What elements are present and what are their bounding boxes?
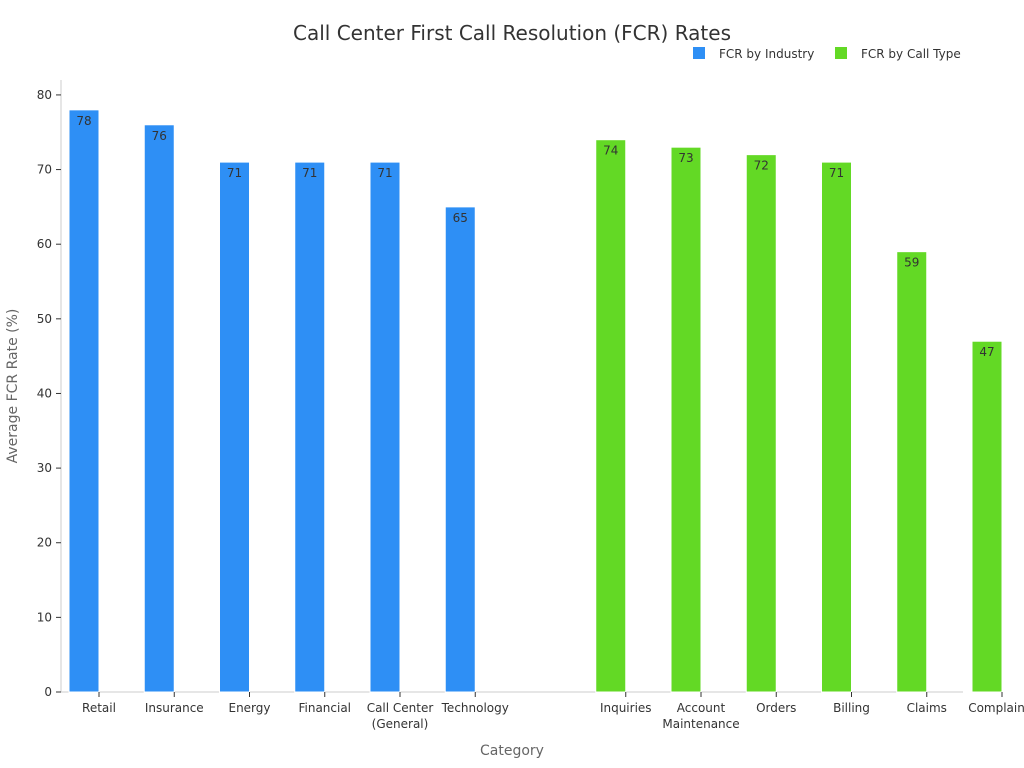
x-tick-label: Orders (756, 701, 796, 715)
chart-title: Call Center First Call Resolution (FCR) … (293, 21, 731, 45)
x-tick-label: (General) (372, 717, 429, 731)
bar (971, 340, 1003, 693)
bar-value-label: 72 (754, 159, 769, 173)
y-ticks: 0 10 20 30 40 50 60 70 80 (37, 88, 61, 699)
x-tick-label: Technology (441, 701, 509, 715)
bar-value-label: 71 (377, 166, 392, 180)
bar (369, 161, 401, 693)
y-tick-label: 0 (44, 685, 52, 699)
y-tick-label: 30 (37, 461, 52, 475)
bar (219, 161, 250, 693)
y-tick-label: 50 (37, 312, 52, 326)
bar-value-label: 59 (904, 256, 919, 270)
bar (294, 161, 326, 693)
bar (68, 109, 100, 693)
legend-label-call-type: FCR by Call Type (861, 47, 961, 61)
x-tick-label: Account (677, 701, 726, 715)
legend-swatch-call-type (835, 47, 847, 59)
y-tick-label: 80 (37, 88, 52, 102)
bar (143, 124, 175, 693)
bar-value-label: 71 (302, 166, 317, 180)
x-tick-label: Retail (82, 701, 116, 715)
legend: FCR by Industry FCR by Call Type (693, 47, 961, 61)
x-tick-label: Financial (298, 701, 351, 715)
bar-value-label: 74 (603, 144, 618, 158)
x-tick-label: Billing (833, 701, 870, 715)
y-tick-label: 60 (37, 237, 52, 251)
bar (670, 146, 702, 693)
x-tick-label: Call Center (367, 701, 434, 715)
legend-label-industry: FCR by Industry (719, 47, 814, 61)
bar-value-label: 73 (678, 151, 693, 165)
y-tick-label: 40 (37, 386, 52, 400)
bar (896, 251, 928, 693)
y-tick-label: 10 (37, 610, 52, 624)
bar (745, 154, 777, 693)
bar-value-label: 71 (829, 166, 844, 180)
x-tick-label: Complaints (968, 701, 1024, 715)
x-tick-label: Inquiries (600, 701, 652, 715)
bar-value-label: 71 (227, 166, 242, 180)
bar-value-label: 65 (453, 211, 468, 225)
y-tick-label: 70 (37, 163, 52, 177)
bar (595, 139, 627, 693)
bar-value-label: 76 (152, 129, 167, 143)
x-tick-label: Maintenance (662, 717, 739, 731)
legend-swatch-industry (693, 47, 705, 59)
x-ticks: Retail Insurance Energy Financial Call Cente… (82, 692, 1024, 731)
bar (821, 161, 852, 693)
y-axis-title: Average FCR Rate (%) (5, 309, 21, 464)
bar (444, 206, 476, 693)
x-tick-label: Energy (228, 701, 270, 715)
bar-value-label: 47 (979, 345, 994, 359)
x-axis-title: Category (480, 743, 544, 759)
x-tick-label: Claims (907, 701, 947, 715)
x-tick-label: Insurance (145, 701, 204, 715)
y-tick-label: 20 (37, 536, 52, 550)
bars: 78 76 71 71 71 65 74 73 72 71 59 47 (68, 109, 1003, 693)
bar-value-label: 78 (76, 114, 91, 128)
